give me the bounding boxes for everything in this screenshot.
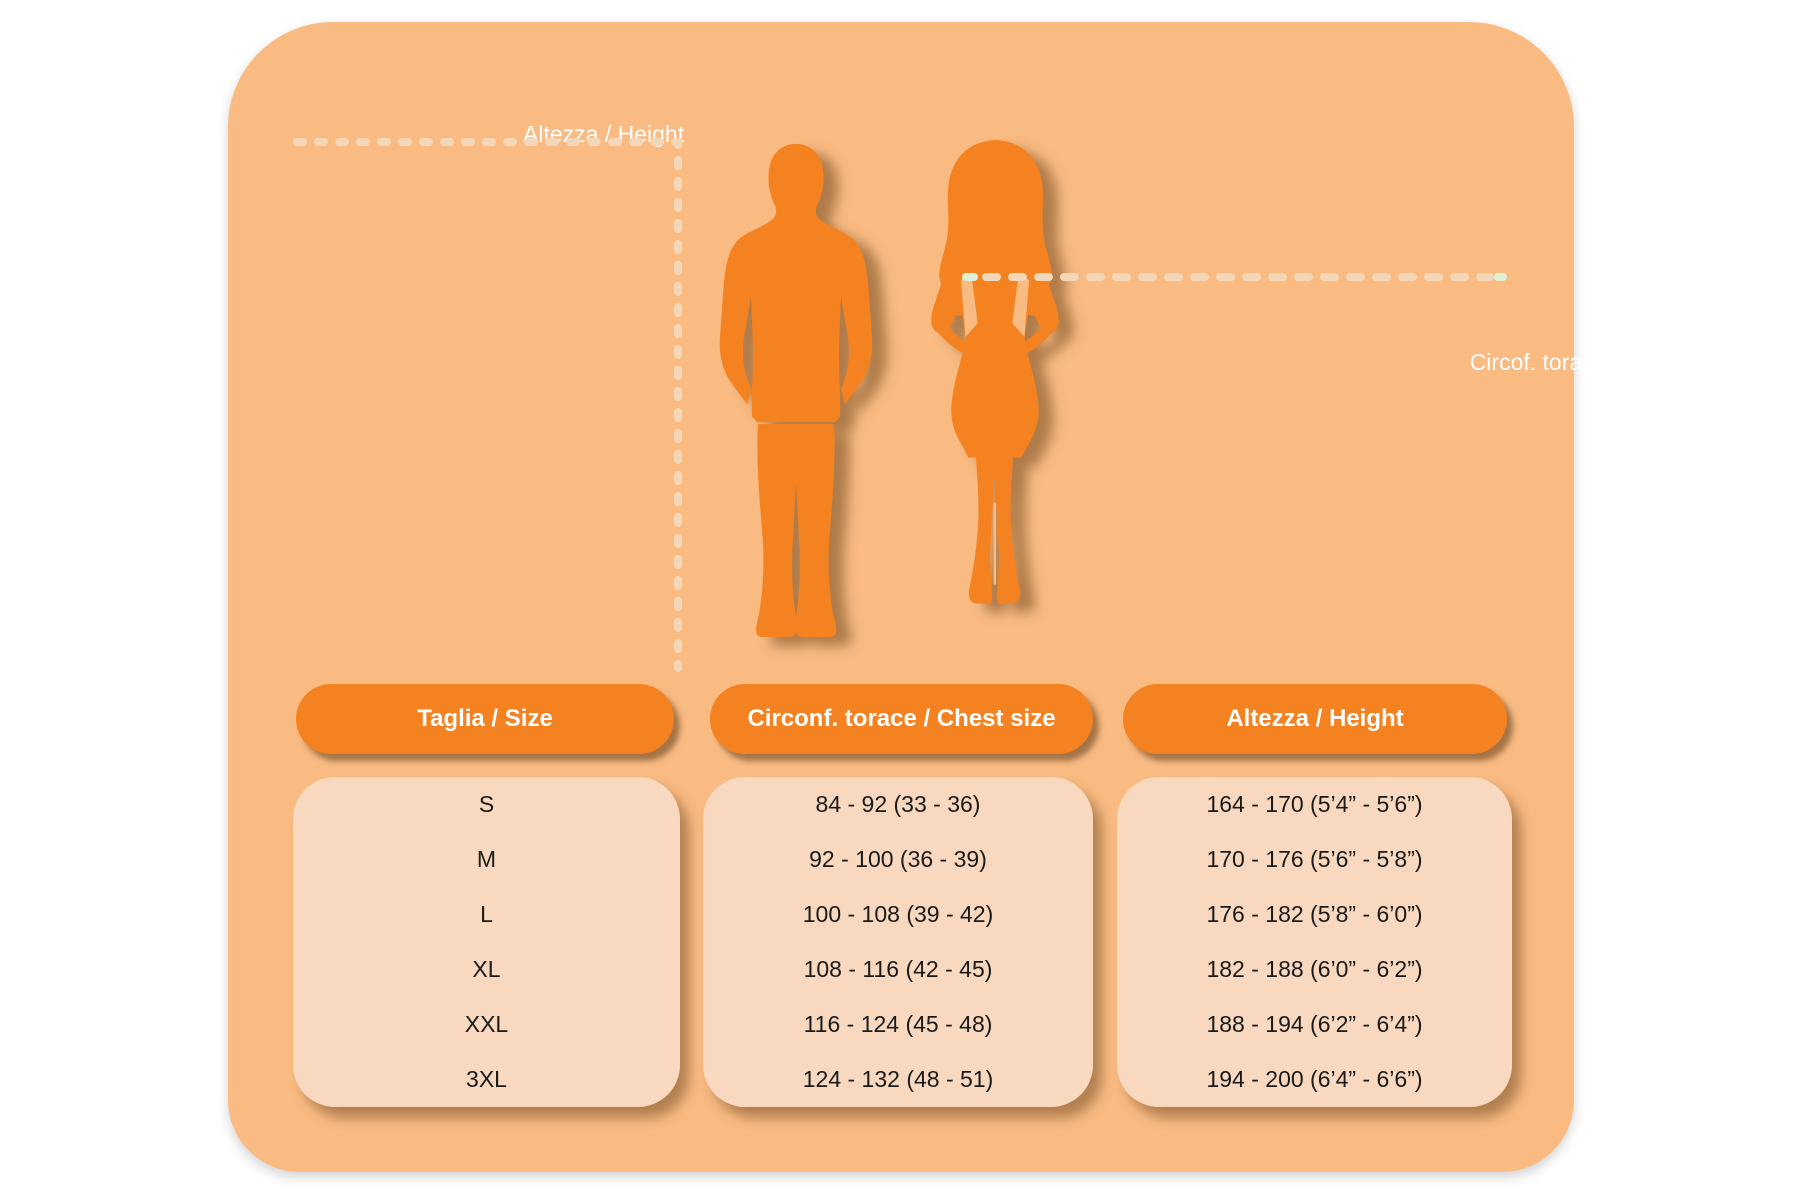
- table-cell: S: [478, 791, 495, 817]
- table-cell: 194 - 200 (6’4” - 6’6”): [1206, 1066, 1423, 1092]
- table-cell: 116 - 124 (45 - 48): [803, 1011, 993, 1037]
- table-cell: XXL: [464, 1011, 509, 1037]
- table-cell: 100 - 108 (39 - 42): [802, 901, 994, 927]
- table-cell: 176 - 182 (5’8” - 6’0”): [1206, 901, 1423, 927]
- table-cell: L: [480, 901, 493, 927]
- table-cell: 170 - 176 (5’6” - 5’8”): [1206, 846, 1423, 872]
- column-header-size: Taglia / Size: [296, 684, 674, 754]
- chest-column-values: 84 - 92 (33 - 36) 92 - 100 (36 - 39) 100…: [703, 777, 1093, 1107]
- height-measure-label: Altezza / Height: [523, 121, 685, 147]
- table-cell: 164 - 170 (5’4” - 5’6”): [1206, 791, 1423, 817]
- table-cell: 188 - 194 (6’2” - 6’4”): [1206, 1011, 1423, 1037]
- size-column-values: S M L XL XXL 3XL: [293, 777, 680, 1107]
- table-cell: 92 - 100 (36 - 39): [809, 846, 987, 872]
- table-cell: 124 - 132 (48 - 51): [802, 1066, 994, 1092]
- table-cell: 108 - 116 (42 - 45): [803, 956, 993, 982]
- height-column-values: 164 - 170 (5’4” - 5’6”) 170 - 176 (5’6” …: [1117, 777, 1512, 1107]
- woman-silhouette: [931, 139, 1059, 604]
- column-header-chest: Circonf. torace / Chest size: [710, 684, 1093, 754]
- table-cell: 182 - 188 (6’0” - 6’2”): [1206, 956, 1423, 982]
- table-cell: M: [476, 846, 497, 872]
- chest-measure-label: Circof. torace / Chest size: [1469, 349, 1733, 375]
- column-header-height: Altezza / Height: [1123, 684, 1507, 754]
- man-silhouette: [719, 143, 873, 638]
- table-cell: XL: [472, 956, 501, 982]
- table-cell: 84 - 92 (33 - 36): [815, 791, 981, 817]
- table-cell: 3XL: [466, 1066, 507, 1092]
